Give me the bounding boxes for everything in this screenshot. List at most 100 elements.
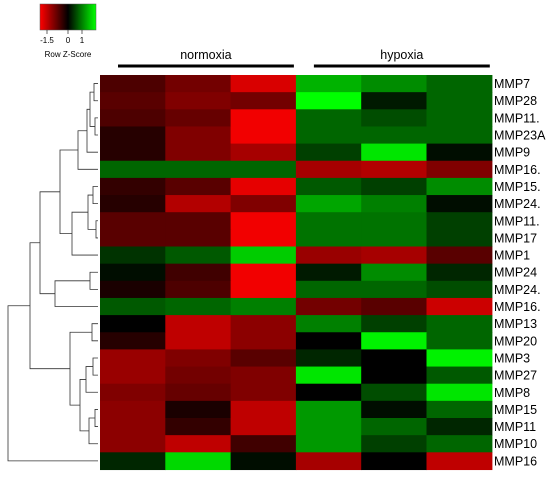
heatmap-cell: [165, 297, 232, 316]
heatmap-cell: [295, 212, 362, 230]
heatmap-cell: [295, 280, 362, 299]
row-label: MMP20: [494, 334, 537, 348]
dendrogram-branch: [86, 108, 98, 153]
heatmap-cell: [426, 400, 493, 419]
heatmap-cell: [100, 229, 166, 248]
heatmap-cell: [165, 246, 232, 265]
heatmap-cell: [426, 75, 493, 93]
heatmap-cell: [426, 418, 493, 436]
heatmap-cell: [426, 366, 493, 385]
heatmap-cell: [100, 280, 166, 299]
heatmap-cell: [426, 143, 493, 162]
heatmap-cell: [100, 246, 166, 265]
dendrogram-branch: [92, 186, 98, 205]
heatmap-cell: [165, 195, 232, 213]
heatmap-cell: [230, 143, 297, 162]
heatmap-cell: [295, 177, 362, 196]
row-label: MMP15.: [494, 180, 541, 194]
color-key-title: Row Z-Score: [45, 50, 92, 59]
heatmap-cell: [100, 263, 166, 282]
heatmap-cell: [361, 246, 428, 265]
heatmap-cell: [230, 177, 297, 196]
heatmap-cell: [165, 75, 232, 93]
heatmap-cell: [426, 263, 493, 282]
heatmap-cell: [230, 229, 297, 248]
group-label: normoxia: [180, 48, 231, 62]
row-label: MMP16: [494, 454, 537, 468]
heatmap-cell: [165, 452, 232, 471]
dendrogram-branch: [85, 366, 98, 393]
heatmap-cell: [230, 349, 297, 368]
heatmap-cell: [295, 246, 362, 265]
heatmap-cell: [230, 246, 297, 265]
heatmap-cell: [426, 126, 493, 145]
heatmap-cell: [361, 195, 428, 213]
row-label: MMP23A: [494, 129, 546, 143]
heatmap-cell: [100, 452, 166, 471]
heatmap-cell: [100, 349, 166, 368]
row-label: MMP7: [494, 77, 530, 91]
heatmap-cell: [426, 349, 493, 368]
heatmap-cell: [100, 109, 166, 128]
heatmap-cell: [295, 383, 362, 402]
heatmap-cell: [100, 383, 166, 402]
heatmap-cell: [426, 195, 493, 213]
dendrogram-branch: [79, 379, 89, 432]
heatmap-cell: [361, 177, 428, 196]
heatmap-cell: [100, 366, 166, 385]
heatmap-cell: [100, 435, 166, 453]
heatmap-cell: [295, 452, 362, 471]
heatmap-cell: [295, 143, 362, 162]
row-label: MMP24.: [494, 283, 541, 297]
heatmap-cell: [165, 366, 232, 385]
dendrogram-branch: [69, 331, 92, 406]
color-key-tick-label: 0: [66, 36, 71, 45]
heatmap-cell: [100, 315, 166, 333]
row-dendrogram: [7, 83, 98, 462]
heatmap-cell: [295, 75, 362, 93]
heatmap-cell: [165, 349, 232, 368]
row-label: MMP3: [494, 351, 530, 365]
dendrogram-branch: [93, 83, 98, 102]
row-label: MMP24: [494, 266, 537, 280]
heatmap-cell: [426, 212, 493, 230]
heatmap-cell: [295, 263, 362, 282]
dendrogram-branch: [77, 130, 98, 170]
heatmap-cell: [230, 263, 297, 282]
heatmap-cell: [426, 109, 493, 128]
heatmap-cell: [361, 418, 428, 436]
row-label: MMP10: [494, 437, 537, 451]
row-label: MMP27: [494, 369, 537, 383]
heatmap-cell: [295, 315, 362, 333]
heatmap-cell: [100, 195, 166, 213]
heatmap-cell: [361, 280, 428, 299]
heatmap-cell: [230, 366, 297, 385]
heatmap-cell: [230, 383, 297, 402]
heatmap-cell: [165, 143, 232, 162]
row-label: MMP11.: [494, 111, 540, 125]
heatmap-cell: [230, 109, 297, 128]
heatmap-cell: [426, 177, 493, 196]
heatmap-cell: [230, 160, 297, 179]
heatmap-cell: [230, 297, 297, 316]
heatmap-cell: [165, 177, 232, 196]
heatmap-cell: [361, 143, 428, 162]
row-label: MMP8: [494, 386, 530, 400]
heatmap-cell: [100, 160, 166, 179]
heatmap-cell: [295, 126, 362, 145]
heatmap-cell: [295, 400, 362, 419]
heatmap-cell: [426, 92, 493, 110]
heatmap-cell: [100, 126, 166, 145]
row-label: MMP16.: [494, 163, 541, 177]
row-label: MMP1: [494, 249, 530, 263]
heatmap-cell: [165, 263, 232, 282]
heatmap-cell: [361, 383, 428, 402]
heatmap-cell: [426, 297, 493, 316]
dendrogram-branch: [94, 117, 98, 136]
heatmap-cell: [165, 212, 232, 230]
heatmap-cell: [426, 383, 493, 402]
heatmap-cell: [361, 349, 428, 368]
heatmap-cell: [361, 75, 428, 93]
dendrogram-branch: [92, 357, 98, 376]
